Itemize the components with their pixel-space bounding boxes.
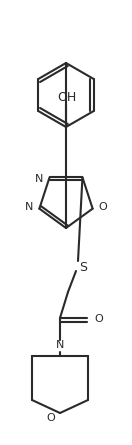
Text: O: O: [47, 413, 55, 423]
Text: N: N: [25, 202, 34, 212]
Text: OH: OH: [57, 90, 77, 104]
Text: O: O: [95, 314, 103, 324]
Text: N: N: [56, 340, 64, 350]
Text: S: S: [79, 260, 87, 274]
Text: O: O: [98, 202, 107, 212]
Text: N: N: [35, 174, 44, 184]
